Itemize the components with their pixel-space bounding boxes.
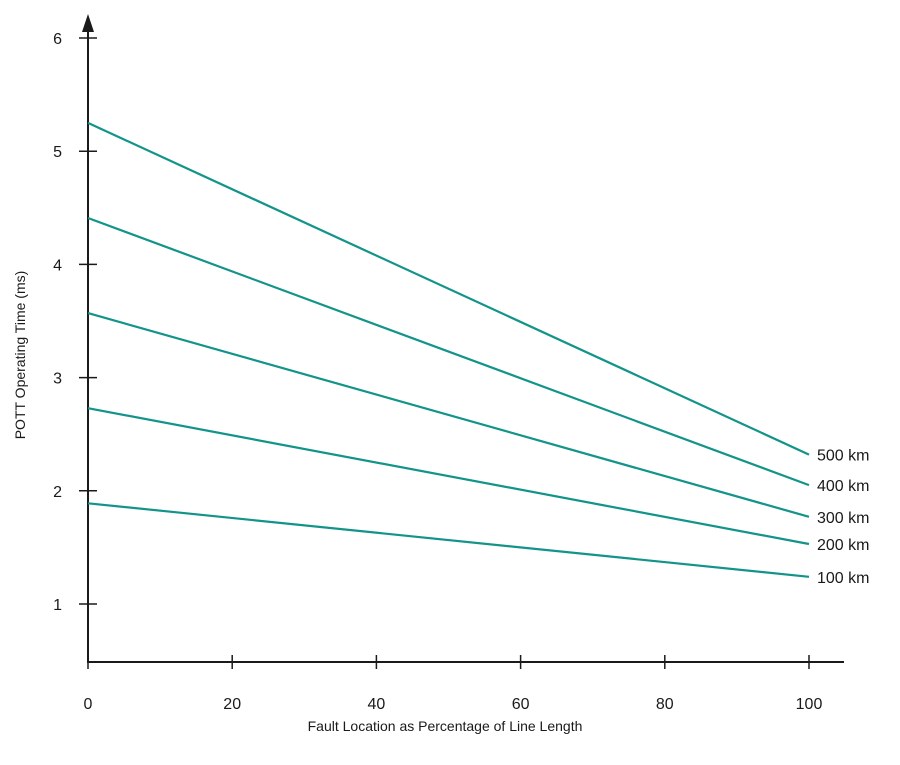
- y-tick-label: 5: [53, 144, 62, 161]
- y-axis-title: POTT Operating Time (ms): [12, 271, 28, 440]
- series-label-100-km: 100 km: [817, 570, 869, 587]
- y-tick-label: 2: [53, 484, 62, 501]
- y-tick-label: 4: [53, 257, 62, 274]
- axes: [79, 14, 844, 669]
- y-axis-arrow: [82, 14, 94, 32]
- series-line-500-km: [87, 121, 810, 456]
- series-label-200-km: 200 km: [817, 537, 869, 554]
- x-tick-label: 40: [368, 696, 386, 713]
- y-tick-label: 1: [53, 597, 62, 614]
- series-label-500-km: 500 km: [817, 448, 869, 465]
- x-tick-label: 20: [223, 696, 241, 713]
- x-tick-label: 80: [656, 696, 674, 713]
- x-tick-label: 0: [84, 696, 93, 713]
- series-line-300-km: [87, 312, 810, 518]
- series-lines: [87, 121, 810, 578]
- y-tick-label: 3: [53, 371, 62, 388]
- series-label-400-km: 400 km: [817, 478, 869, 495]
- x-axis-title: Fault Location as Percentage of Line Len…: [308, 718, 583, 734]
- series-line-200-km: [87, 407, 810, 546]
- y-tick-label: 6: [53, 31, 62, 48]
- series-line-400-km: [87, 216, 810, 487]
- x-tick-label: 100: [796, 696, 823, 713]
- x-tick-label: 60: [512, 696, 530, 713]
- series-label-300-km: 300 km: [817, 510, 869, 527]
- series-line-100-km: [87, 502, 810, 578]
